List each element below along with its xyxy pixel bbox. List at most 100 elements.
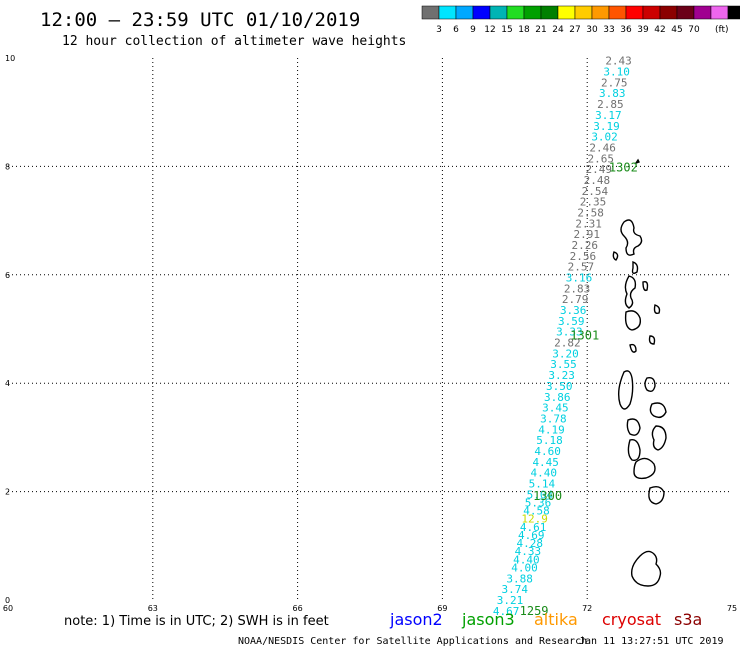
axis-tick-labels: 60 63 66 69 72 75 0 2 4 6 8 10 <box>3 54 737 613</box>
wave-height-label: 3.86 <box>544 391 571 404</box>
y-tick-label: 0 <box>5 596 10 605</box>
wave-height-label: 2.26 <box>572 239 599 252</box>
wave-height-label: 2.56 <box>570 250 597 263</box>
satellite-legend-jason2: jason2 <box>389 610 443 629</box>
y-tick-label: 8 <box>5 162 10 171</box>
x-tick-label: 60 <box>3 604 13 613</box>
scale-swatch <box>659 5 678 20</box>
map-grid <box>8 58 732 600</box>
wave-height-label: 3.55 <box>550 358 577 371</box>
scale-tick-label: 18 <box>518 25 530 35</box>
scale-tick-label: 24 <box>552 25 564 35</box>
scale-swatch <box>489 5 508 20</box>
note-text: note: 1) Time is in UTC; 2) SWH is in fe… <box>64 614 329 629</box>
scale-swatch <box>540 5 559 20</box>
scale-unit-label: (ft) <box>715 25 729 35</box>
scale-tick-label: 27 <box>569 25 580 35</box>
wave-height-label: 12.9 <box>521 513 548 526</box>
color-scale-legend: 3 6 9 12 15 18 21 24 27 30 33 36 39 42 45 70 <box>421 5 740 35</box>
scale-tick-label: 3 <box>436 25 442 35</box>
wave-height-label: 2.75 <box>601 76 628 89</box>
scale-swatch <box>455 5 474 20</box>
wave-height-label: 2.65 <box>587 152 614 165</box>
y-tick-label: 6 <box>5 271 10 280</box>
wave-height-label: 2.91 <box>573 228 600 241</box>
wave-height-label: 5.04 <box>527 488 554 501</box>
scale-tick-label: 36 <box>620 25 632 35</box>
wave-height-label: 3.23 <box>548 369 575 382</box>
satellite-legend-altika: altika <box>534 610 578 629</box>
wave-height-label: 4.19 <box>538 423 565 436</box>
wave-height-label: 4.40 <box>531 467 558 480</box>
wave-height-label: 4.40 <box>513 553 540 566</box>
wave-height-label: 4.69 <box>518 529 545 542</box>
wave-height-label: 3.83 <box>599 87 626 100</box>
scale-swatch <box>625 5 644 20</box>
footer-timestamp: Jan 11 13:27:51 UTC 2019 <box>579 636 724 647</box>
satellite-legend: jason2 jason3 altika cryosat s3a <box>389 610 702 629</box>
wave-height-label: 3.02 <box>591 131 618 144</box>
scale-swatch <box>574 5 593 20</box>
scale-tick-label: 45 <box>671 25 682 35</box>
wave-height-label: 2.79 <box>562 293 589 306</box>
scale-swatch <box>438 5 457 20</box>
scale-tick-label: 33 <box>603 25 614 35</box>
wave-height-label: 2.54 <box>582 185 609 198</box>
x-tick-label: 66 <box>293 604 303 613</box>
wave-height-label: 3.10 <box>603 66 630 79</box>
scale-tick-label: 9 <box>470 25 476 35</box>
wave-height-label: 2.35 <box>580 196 607 209</box>
scale-tick-label: 42 <box>654 25 665 35</box>
scale-tick-label: 21 <box>535 25 546 35</box>
page-title: 12:00 – 23:59 UTC 01/10/2019 <box>40 9 360 31</box>
scale-swatch <box>421 5 440 20</box>
wave-height-label: 3.17 <box>595 109 622 122</box>
wave-height-label: 2.57 <box>568 261 595 274</box>
wave-height-label: 3.88 <box>506 572 533 585</box>
wave-height-label: 2.85 <box>597 98 624 111</box>
scale-swatch <box>608 5 627 20</box>
wave-height-label: 3.33 <box>556 326 583 339</box>
x-tick-label: 72 <box>582 604 592 613</box>
wave-height-observations: 2.433.102.753.832.853.173.193.022.462.65… <box>493 55 632 618</box>
wave-height-label: 3.21 <box>497 594 524 607</box>
y-tick-label: 2 <box>5 488 10 497</box>
y-tick-label: 4 <box>5 379 10 388</box>
pass-time-label: 1259 <box>520 604 549 618</box>
scale-swatch <box>591 5 610 20</box>
wave-height-label: 4.67 <box>493 605 520 618</box>
wave-height-label: 3.16 <box>566 272 593 285</box>
wave-height-label: 5.14 <box>529 477 556 490</box>
wave-height-label: 4.61 <box>520 521 547 534</box>
scale-swatch <box>472 5 491 20</box>
wave-height-label: 2.58 <box>577 206 604 219</box>
scale-tick-label: 6 <box>453 25 459 35</box>
scale-tick-label: 30 <box>586 25 598 35</box>
x-tick-label: 75 <box>727 604 737 613</box>
wave-height-label: 4.28 <box>517 537 544 550</box>
x-tick-label: 69 <box>437 604 447 613</box>
pass-time-labels: 1302 1301 1300 1259 <box>520 160 638 617</box>
land-outline-maldives <box>612 158 667 587</box>
scale-tick-label: 70 <box>688 25 700 35</box>
wave-height-label: 3.78 <box>540 412 567 425</box>
wave-height-label: 5.36 <box>525 496 552 509</box>
y-tick-label: 10 <box>5 54 15 63</box>
wave-height-label: 2.46 <box>589 141 616 154</box>
pass-time-label: 1302 <box>609 160 638 174</box>
wave-height-label: 3.20 <box>552 347 579 360</box>
satellite-legend-cryosat: cryosat <box>602 610 661 629</box>
scale-swatch <box>676 5 695 20</box>
scale-tick-label: 15 <box>501 25 512 35</box>
scale-tick-label: 12 <box>484 25 495 35</box>
scale-swatch <box>557 5 576 20</box>
wave-height-label: 3.19 <box>593 120 620 133</box>
satellite-legend-jason3: jason3 <box>461 610 515 629</box>
scale-swatch <box>693 5 712 20</box>
wave-height-label: 3.50 <box>546 380 573 393</box>
pass-time-label: 1301 <box>570 329 599 343</box>
wave-height-label: 4.33 <box>515 545 542 558</box>
scale-tick-label: 39 <box>637 25 649 35</box>
scale-swatch <box>523 5 542 20</box>
